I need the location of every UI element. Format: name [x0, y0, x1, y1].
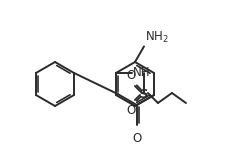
Text: O: O — [132, 132, 141, 145]
Text: O: O — [126, 104, 136, 117]
Text: O: O — [126, 69, 136, 82]
Text: S: S — [139, 87, 149, 100]
Text: NH$_2$: NH$_2$ — [145, 30, 169, 45]
Text: NH: NH — [133, 66, 150, 79]
